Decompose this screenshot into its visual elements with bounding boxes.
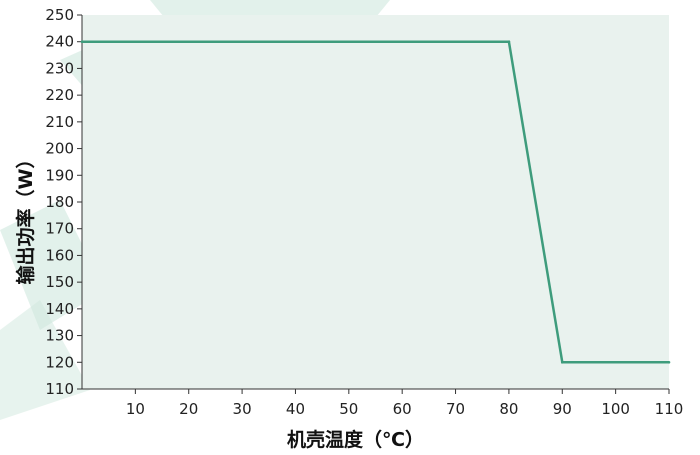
y-axis-title: 输出功率（W） bbox=[14, 150, 37, 285]
y-tick-label: 180 bbox=[45, 193, 74, 211]
y-tick-label: 160 bbox=[45, 246, 74, 264]
x-tick-label: 110 bbox=[655, 400, 684, 418]
data-point bbox=[667, 360, 671, 364]
x-axis-ticks: 10 20 30 40 50 60 70 80 90 100 110 bbox=[126, 389, 684, 418]
y-tick-label: 230 bbox=[45, 59, 74, 77]
y-tick-label: 240 bbox=[45, 33, 74, 51]
y-axis-ticks: 110 120 130 140 150 160 170 180 190 200 210 220 230 2… bbox=[45, 6, 82, 398]
y-tick-label: 140 bbox=[45, 300, 74, 318]
data-point bbox=[560, 360, 564, 364]
x-tick-label: 70 bbox=[446, 400, 465, 418]
x-tick-label: 90 bbox=[553, 400, 572, 418]
x-tick-label: 80 bbox=[499, 400, 518, 418]
y-tick-label: 130 bbox=[45, 327, 74, 345]
x-tick-label: 40 bbox=[286, 400, 305, 418]
plot-area bbox=[82, 15, 669, 389]
series-line bbox=[82, 40, 669, 364]
y-tick-label: 220 bbox=[45, 86, 74, 104]
y-tick-label: 110 bbox=[45, 380, 74, 398]
y-tick-label: 150 bbox=[45, 273, 74, 291]
x-tick-label: 10 bbox=[126, 400, 145, 418]
data-point bbox=[80, 40, 84, 44]
x-axis-title: 机壳温度（℃） bbox=[287, 428, 424, 451]
watermark-shape-bottom bbox=[0, 300, 90, 420]
data-point bbox=[507, 40, 511, 44]
x-tick-label: 20 bbox=[179, 400, 198, 418]
y-tick-label: 170 bbox=[45, 220, 74, 238]
series-group bbox=[80, 40, 671, 364]
y-tick-label: 120 bbox=[45, 353, 74, 371]
x-tick-label: 100 bbox=[601, 400, 630, 418]
x-tick-label: 60 bbox=[393, 400, 412, 418]
y-tick-label: 210 bbox=[45, 113, 74, 131]
x-tick-label: 50 bbox=[339, 400, 358, 418]
x-tick-label: 30 bbox=[233, 400, 252, 418]
y-tick-label: 250 bbox=[45, 6, 74, 24]
watermark-shape-left bbox=[0, 200, 105, 330]
y-tick-label: 200 bbox=[45, 140, 74, 158]
y-tick-label: 190 bbox=[45, 166, 74, 184]
